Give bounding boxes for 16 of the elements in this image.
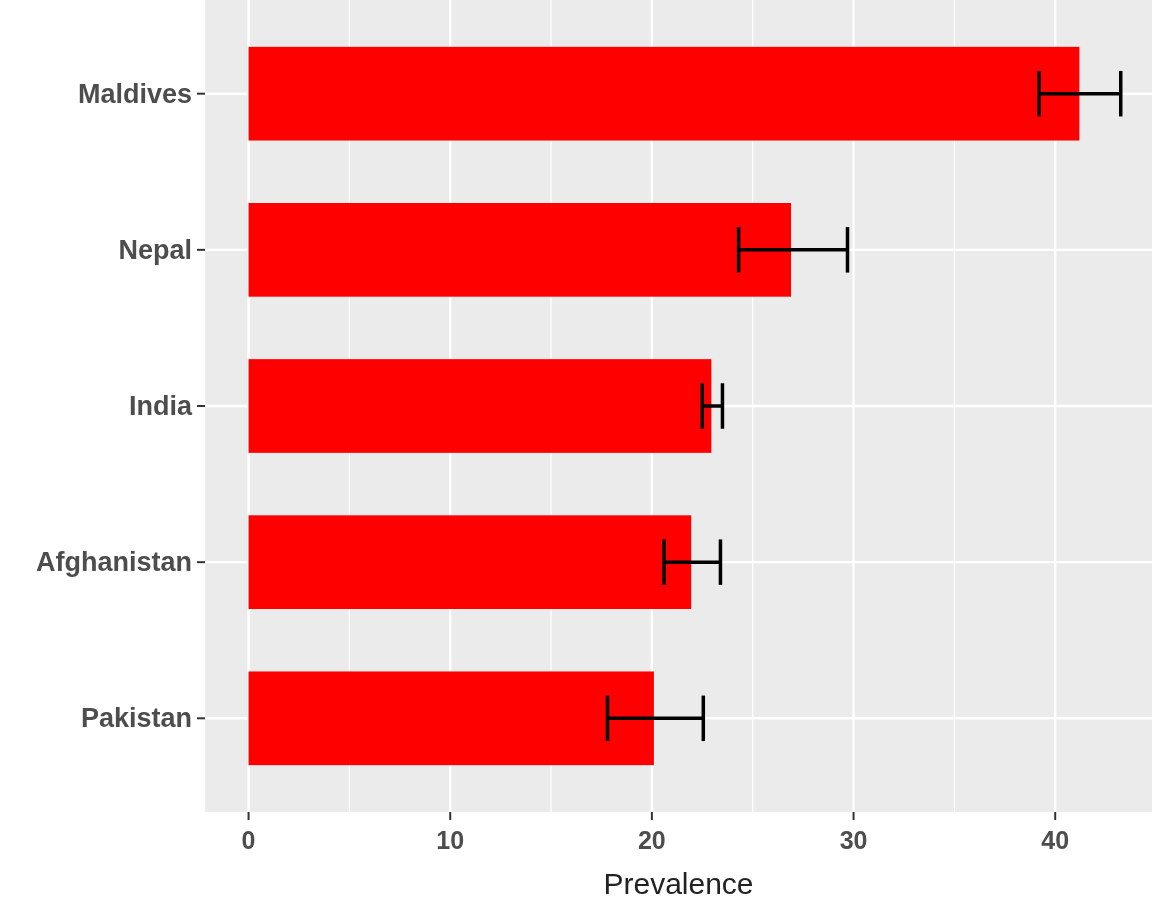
x-tick-label: 30 [839, 826, 868, 854]
bar [248, 203, 792, 297]
y-tick-label: Afghanistan [35, 547, 192, 578]
bar [248, 46, 1080, 141]
x-tick-label: 0 [241, 826, 256, 854]
x-axis-title: Prevalence [603, 867, 754, 897]
x-tick-label: 20 [637, 826, 666, 854]
y-tick-label: India [128, 391, 193, 421]
bar [248, 515, 692, 609]
bar [248, 671, 654, 766]
bar [248, 359, 712, 453]
x-tick-label: 10 [436, 826, 465, 854]
y-tick-label: Maldives [77, 78, 192, 109]
x-tick-label: 40 [1041, 826, 1070, 854]
y-tick-label: Pakistan [80, 703, 192, 734]
y-tick-label: Nepal [118, 234, 192, 265]
